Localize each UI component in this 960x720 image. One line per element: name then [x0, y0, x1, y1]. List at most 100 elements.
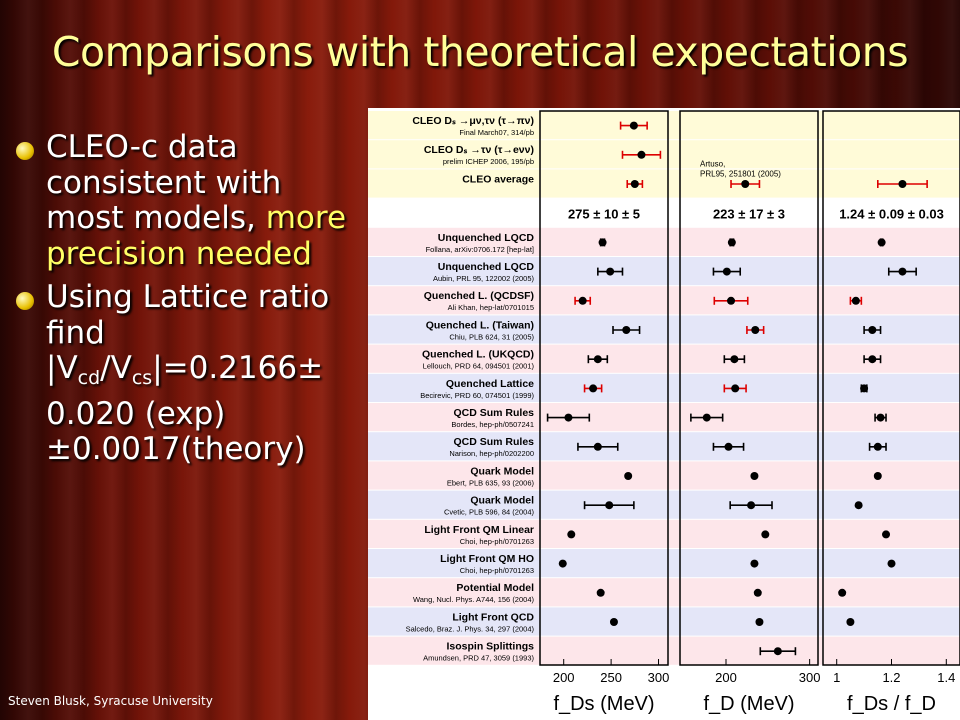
row-reference-label: Chiu, PLB 624, 31 (2005)	[449, 332, 534, 341]
row-band	[368, 111, 960, 140]
bullet-item: CLEO-c data consistent with most models,…	[16, 129, 356, 272]
data-point	[727, 238, 736, 247]
row-reference-label: Ebert, PLB 635, 93 (2006)	[447, 478, 535, 487]
row-reference-label: Ali Khan, hep-lat/0701015	[448, 303, 534, 312]
data-point	[578, 296, 587, 305]
row-reference-label: Salcedo, Braz. J. Phys. 34, 297 (2004)	[406, 624, 535, 633]
data-point	[637, 150, 646, 159]
data-point	[882, 530, 891, 539]
row-band	[368, 344, 960, 373]
slide-title: Comparisons with theoretical expectation…	[51, 28, 909, 76]
data-point	[868, 355, 877, 364]
row-reference-label: Choi, hep-ph/0701263	[460, 537, 534, 546]
bullet-text: Using Lattice ratio find |V	[46, 279, 330, 386]
data-point	[898, 267, 907, 276]
bullet-text-mid: /V	[100, 350, 132, 386]
row-band	[368, 169, 960, 198]
data-point	[605, 501, 614, 510]
tick-label: 250	[600, 670, 622, 685]
summary-band	[824, 198, 959, 227]
data-point	[567, 530, 576, 539]
summary-value-label: 223 ± 17 ± 3	[713, 207, 785, 222]
row-name-label: Quark Model	[470, 495, 534, 507]
panel-frame	[539, 110, 669, 666]
bullet-item: Using Lattice ratio find |Vcd/Vcs|=0.216…	[16, 279, 356, 468]
row-name-label: QCD Sum Rules	[453, 436, 534, 448]
data-point	[609, 618, 618, 626]
panel-note-label: PRL95, 251801 (2005)	[700, 169, 781, 178]
summary-band	[541, 198, 667, 227]
row-reference-label: Narison, hep-ph/0202200	[449, 449, 534, 458]
bullet-text: CLEO-c data consistent with most models,	[46, 129, 282, 236]
data-point	[564, 413, 573, 422]
axis-label: f_Ds (MeV)	[553, 693, 654, 715]
row-band	[368, 636, 960, 665]
data-point	[722, 267, 731, 276]
tick-label: 1.4	[937, 670, 955, 685]
tick-label: 300	[799, 670, 821, 685]
data-point	[747, 501, 756, 510]
row-name-label: Unquenched LQCD	[438, 232, 535, 244]
data-point	[876, 413, 885, 422]
row-name-label: CLEO average	[462, 173, 534, 185]
row-reference-label: Aubin, PRL 95, 122002 (2005)	[433, 274, 535, 283]
data-point	[724, 442, 733, 451]
bullet-text-tail: |=0.2166± 0.020 (exp) ±0.0017(theory)	[46, 350, 324, 467]
row-band	[368, 432, 960, 461]
row-reference-label: Lellouch, PRD 64, 094501 (2001)	[423, 362, 535, 371]
data-point	[593, 355, 602, 364]
data-point	[846, 618, 855, 626]
bullet-dot-icon	[16, 292, 34, 310]
data-point	[624, 472, 633, 480]
data-point	[596, 588, 605, 597]
footer-text: Steven Blusk, Syracuse University	[8, 694, 213, 708]
data-point	[854, 501, 863, 510]
summary-value-label: 1.24 ± 0.09 ± 0.03	[839, 207, 944, 222]
row-name-label: Quenched L. (Taiwan)	[426, 319, 534, 331]
comparison-figure: CLEO Dₛ →μν,τν (τ→πν)Final March07, 314/…	[368, 108, 960, 720]
bullet-list: CLEO-c data consistent with most models,…	[16, 129, 356, 476]
row-name-label: Quenched Lattice	[446, 378, 534, 390]
data-point	[606, 267, 615, 276]
tick-label: 1.2	[882, 670, 900, 685]
row-band	[368, 519, 960, 548]
data-point	[761, 530, 770, 539]
row-band	[368, 227, 960, 256]
row-name-label: Isospin Splittings	[446, 641, 534, 653]
row-name-label: CLEO Dₛ →μν,τν (τ→πν)	[412, 115, 534, 127]
row-reference-label: Wang, Nucl. Phys. A744, 156 (2004)	[413, 595, 535, 604]
data-point	[898, 180, 907, 188]
row-band	[368, 403, 960, 432]
axis-label: f_D (MeV)	[703, 693, 794, 715]
data-point	[773, 647, 782, 656]
row-band	[368, 578, 960, 607]
data-point	[750, 559, 759, 568]
row-reference-label: prelim ICHEP 2006, 195/pb	[443, 157, 534, 166]
row-reference-label: Cvetic, PLB 596, 84 (2004)	[444, 508, 535, 517]
data-point	[753, 588, 762, 597]
data-point	[887, 559, 896, 568]
row-band	[368, 549, 960, 578]
data-point	[851, 296, 860, 305]
tick-label: 200	[553, 670, 575, 685]
data-point	[630, 180, 639, 188]
row-name-label: QCD Sum Rules	[453, 407, 534, 419]
data-point	[702, 413, 711, 422]
row-reference-label: Choi, hep-ph/0701263	[460, 566, 534, 575]
axis-label: f_Ds / f_D	[847, 693, 936, 715]
data-point	[622, 326, 631, 334]
panel-note-label: Artuso,	[700, 159, 725, 168]
data-point	[868, 326, 877, 334]
data-point	[629, 121, 638, 130]
row-name-label: Light Front QCD	[452, 611, 534, 623]
data-point	[838, 588, 847, 597]
row-name-label: Quark Model	[470, 465, 534, 477]
bullet-highlight-text: more precision needed	[46, 200, 347, 272]
row-band	[368, 607, 960, 636]
row-reference-label: Final March07, 314/pb	[459, 128, 534, 137]
summary-value-label: 275 ± 10 ± 5	[568, 207, 640, 222]
row-reference-label: Bordes, hep-ph/0507241	[451, 420, 534, 429]
subscript-cs: cs	[131, 367, 153, 389]
row-band	[368, 461, 960, 490]
data-point	[730, 355, 739, 364]
